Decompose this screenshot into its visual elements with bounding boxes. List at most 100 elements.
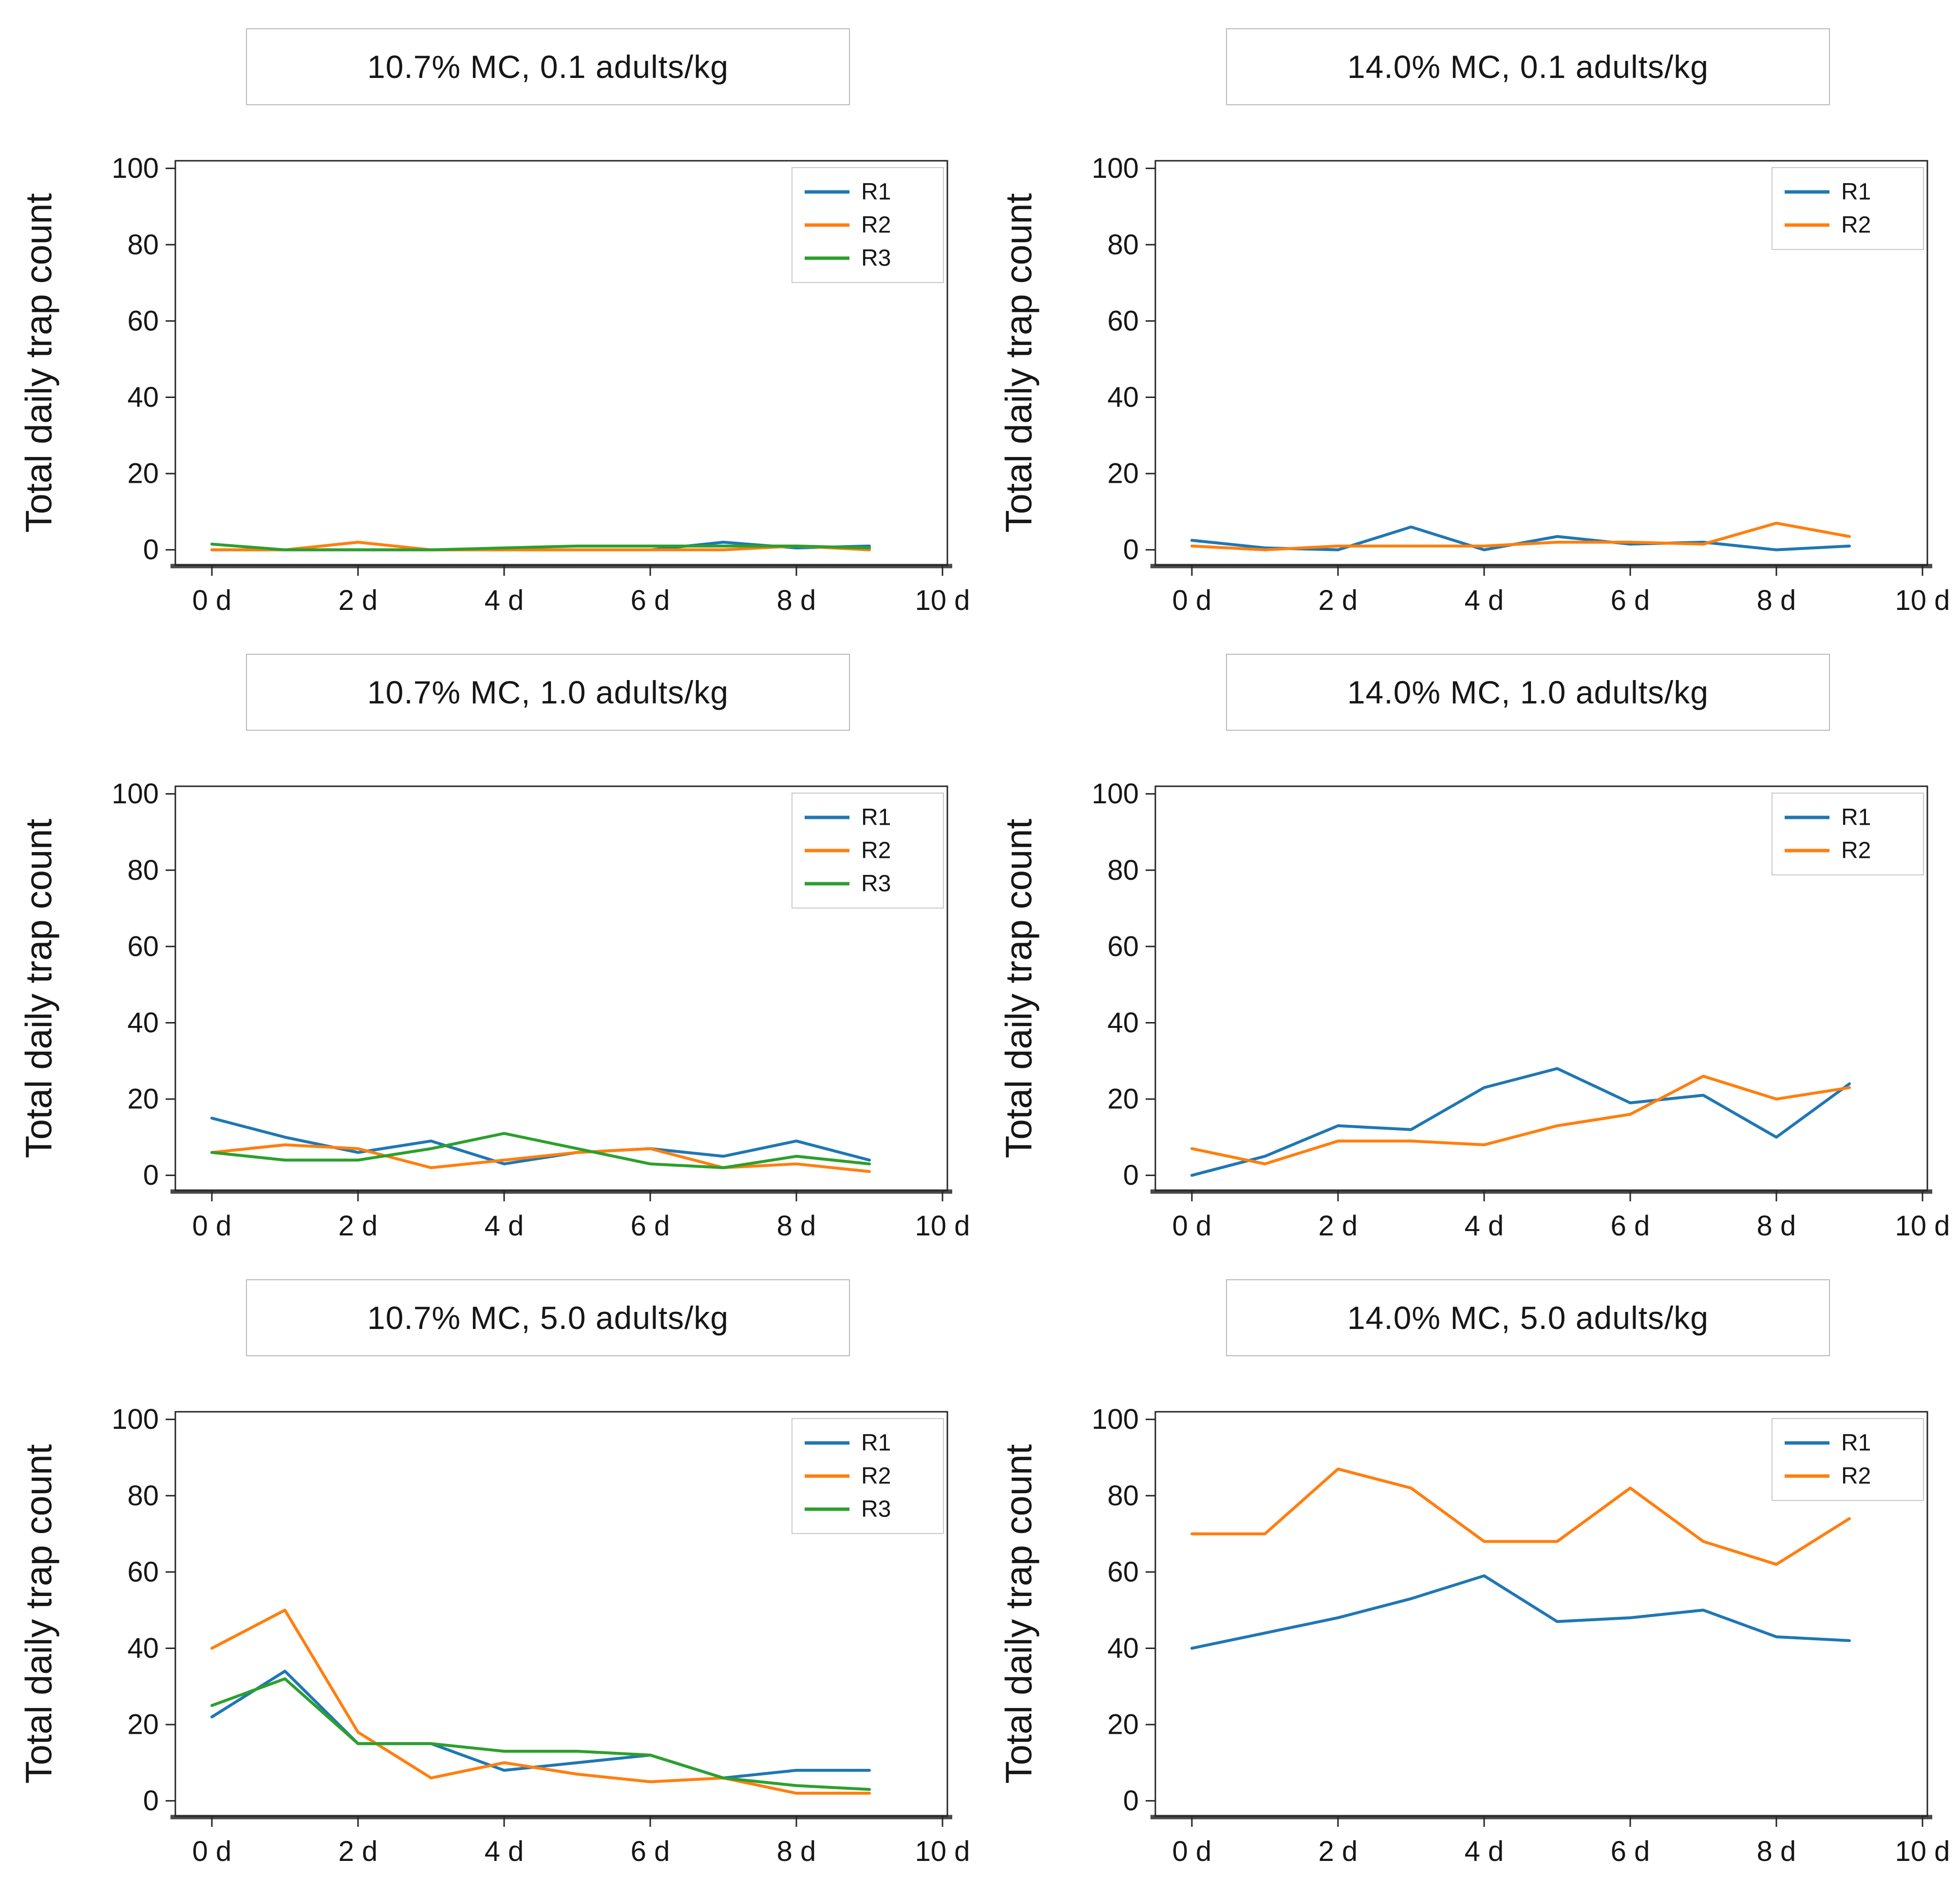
- legend-label-R2: R2: [861, 212, 891, 238]
- plot-area: 0 20 40 60 80 100 0 d 2 d 4 d 6 d 8 d 10 d R1 R2 R3: [112, 778, 970, 1242]
- axes-spines: [174, 1411, 948, 1817]
- plot-area: 0 20 40 60 80 100 0 d 2 d 4 d 6 d 8 d 10 d R1 R2 R3: [112, 1403, 970, 1867]
- subplot-title-box: 10.7% MC, 0.1 adults/kg: [246, 28, 850, 105]
- y-tick-label: 20: [127, 1083, 159, 1115]
- legend-label-R2: R2: [861, 1463, 891, 1489]
- x-tick-label: 8 d: [1757, 1836, 1796, 1867]
- x-tick-label: 10 d: [915, 585, 970, 616]
- y-tick-label: 100: [1092, 152, 1139, 184]
- subplot-title: 14.0% MC, 0.1 adults/kg: [1347, 49, 1709, 85]
- y-tick-label: 60: [1107, 1556, 1139, 1588]
- x-tick-label: 10 d: [915, 1210, 970, 1242]
- subplot-title-box: 14.0% MC, 1.0 adults/kg: [1226, 654, 1830, 731]
- y-tick-label: 0: [143, 1785, 159, 1817]
- x-tick-label: 6 d: [631, 1210, 670, 1242]
- x-tick-label: 0 d: [192, 1836, 232, 1867]
- y-tick-label: 60: [1107, 930, 1139, 962]
- x-tick-label: 4 d: [1465, 1210, 1504, 1242]
- x-tick-label: 6 d: [631, 585, 670, 616]
- series-line-R2: [1190, 521, 1851, 551]
- subplot-title: 10.7% MC, 1.0 adults/kg: [367, 674, 729, 710]
- subplot-14.0mc-5.0adults: Total daily trap count 14.0% MC, 5.0 adu…: [980, 1251, 1960, 1877]
- y-tick-label: 80: [127, 854, 159, 886]
- x-tick-label: 6 d: [1611, 1836, 1650, 1867]
- legend-box: [1772, 167, 1924, 250]
- y-tick-label: 40: [127, 1632, 159, 1664]
- y-tick-label: 100: [1092, 1403, 1139, 1435]
- y-tick-label: 60: [127, 305, 159, 337]
- legend-label-R1: R1: [1841, 179, 1871, 205]
- series-line-R1: [1190, 1067, 1851, 1177]
- subplot-14.0mc-1.0adults: Total daily trap count 14.0% MC, 1.0 adu…: [980, 626, 1960, 1251]
- x-tick-label: 8 d: [777, 1836, 816, 1867]
- legend-label-R2: R2: [1841, 1463, 1871, 1489]
- x-tick-label: 4 d: [1465, 585, 1504, 616]
- y-tick-label: 80: [127, 1480, 159, 1512]
- series-line-R3: [210, 542, 871, 551]
- y-tick-label: 80: [1107, 229, 1139, 261]
- legend-label-R2: R2: [1841, 212, 1871, 238]
- y-tick-label: 40: [1107, 381, 1139, 413]
- subplot-title: 10.7% MC, 5.0 adults/kg: [367, 1300, 729, 1336]
- x-tick-label: 0 d: [192, 1210, 232, 1242]
- y-tick-label: 60: [1107, 305, 1139, 337]
- x-tick-label: 4 d: [485, 585, 524, 616]
- x-tick-label: 2 d: [1319, 1836, 1358, 1867]
- subplot-title: 10.7% MC, 0.1 adults/kg: [367, 49, 729, 85]
- x-tick-label: 2 d: [339, 585, 378, 616]
- axes-spines: [174, 785, 948, 1192]
- legend-label-R1: R1: [861, 179, 891, 205]
- y-tick-label: 60: [127, 930, 159, 962]
- legend-label-R2: R2: [1841, 838, 1871, 864]
- y-tick-label: 0: [143, 534, 159, 566]
- legend-label-R3: R3: [861, 871, 891, 897]
- x-tick-label: 4 d: [1465, 1836, 1504, 1867]
- x-tick-label: 10 d: [1895, 1836, 1950, 1867]
- x-tick-label: 6 d: [1611, 1210, 1650, 1242]
- legend-box: [1772, 1418, 1924, 1501]
- x-tick-label: 6 d: [1611, 585, 1650, 616]
- x-tick-label: 4 d: [485, 1836, 524, 1867]
- series-line-R2: [210, 1609, 871, 1795]
- x-tick-label: 2 d: [1319, 585, 1358, 616]
- x-tick-label: 0 d: [192, 585, 232, 616]
- legend-label-R1: R1: [1841, 1430, 1871, 1456]
- y-tick-label: 40: [127, 381, 159, 413]
- subplot-14.0mc-0.1adults: Total daily trap count 14.0% MC, 0.1 adu…: [980, 0, 1960, 626]
- plot-area: 0 20 40 60 80 100 0 d 2 d 4 d 6 d 8 d 10 d R1 R2: [1092, 778, 1950, 1242]
- y-tick-label: 100: [112, 778, 159, 810]
- subplot-10.7mc-1.0adults: Total daily trap count 10.7% MC, 1.0 adu…: [0, 626, 980, 1251]
- y-tick-label: 0: [1123, 534, 1139, 566]
- plot-area: 0 20 40 60 80 100 0 d 2 d 4 d 6 d 8 d 10 d R1 R2: [1092, 1403, 1950, 1867]
- series-line-R2: [210, 541, 871, 551]
- x-tick-label: 0 d: [1172, 1836, 1212, 1867]
- axes-spines: [174, 160, 948, 566]
- series-line-R1: [1190, 1574, 1851, 1650]
- legend-label-R1: R1: [1841, 805, 1871, 831]
- axes-spines: [1154, 160, 1928, 566]
- x-tick-label: 10 d: [915, 1836, 970, 1867]
- x-tick-label: 6 d: [631, 1836, 670, 1867]
- y-tick-label: 0: [1123, 1785, 1139, 1817]
- legend-label-R2: R2: [861, 838, 891, 864]
- y-tick-label: 100: [112, 152, 159, 184]
- y-tick-label: 80: [1107, 854, 1139, 886]
- x-tick-label: 8 d: [1757, 1210, 1796, 1242]
- legend-box: [1772, 793, 1924, 875]
- series-line-R2: [1190, 1467, 1851, 1566]
- subplot-10.7mc-0.1adults: Total daily trap count 10.7% MC, 0.1 adu…: [0, 0, 980, 626]
- subplot-10.7mc-5.0adults: Total daily trap count 10.7% MC, 5.0 adu…: [0, 1251, 980, 1877]
- subplot-title-box: 10.7% MC, 1.0 adults/kg: [246, 654, 850, 731]
- x-tick-label: 4 d: [485, 1210, 524, 1242]
- x-tick-label: 0 d: [1172, 585, 1212, 616]
- series-line-R1: [210, 1117, 871, 1166]
- x-tick-label: 8 d: [777, 1210, 816, 1242]
- y-tick-label: 40: [127, 1007, 159, 1039]
- x-tick-label: 2 d: [1319, 1210, 1358, 1242]
- subplot-title-box: 14.0% MC, 0.1 adults/kg: [1226, 28, 1830, 105]
- y-tick-label: 0: [143, 1159, 159, 1191]
- subplot-title: 14.0% MC, 1.0 adults/kg: [1347, 674, 1709, 710]
- y-tick-label: 40: [1107, 1007, 1139, 1039]
- series-line-R2: [210, 1143, 871, 1173]
- x-tick-label: 8 d: [1757, 585, 1796, 616]
